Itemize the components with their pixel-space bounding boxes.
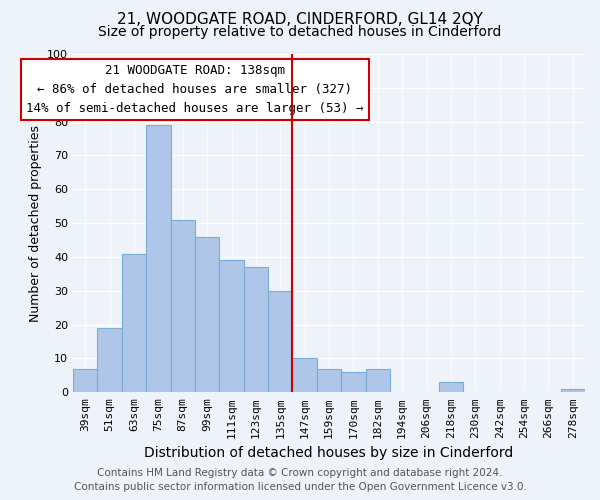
Bar — [122, 254, 146, 392]
Text: Size of property relative to detached houses in Cinderford: Size of property relative to detached ho… — [98, 25, 502, 39]
Bar — [73, 368, 97, 392]
Bar — [220, 260, 244, 392]
Text: 21, WOODGATE ROAD, CINDERFORD, GL14 2QY: 21, WOODGATE ROAD, CINDERFORD, GL14 2QY — [117, 12, 483, 28]
Bar — [195, 236, 220, 392]
Bar — [341, 372, 365, 392]
Y-axis label: Number of detached properties: Number of detached properties — [29, 124, 41, 322]
Bar — [317, 368, 341, 392]
Bar — [146, 125, 170, 392]
Bar — [365, 368, 390, 392]
Bar — [292, 358, 317, 392]
Bar — [439, 382, 463, 392]
Text: 21 WOODGATE ROAD: 138sqm
← 86% of detached houses are smaller (327)
14% of semi-: 21 WOODGATE ROAD: 138sqm ← 86% of detach… — [26, 64, 364, 115]
Bar — [97, 328, 122, 392]
Bar — [268, 291, 292, 392]
Text: Contains HM Land Registry data © Crown copyright and database right 2024.
Contai: Contains HM Land Registry data © Crown c… — [74, 468, 526, 492]
X-axis label: Distribution of detached houses by size in Cinderford: Distribution of detached houses by size … — [145, 446, 514, 460]
Bar — [244, 267, 268, 392]
Bar — [170, 220, 195, 392]
Bar — [560, 389, 585, 392]
